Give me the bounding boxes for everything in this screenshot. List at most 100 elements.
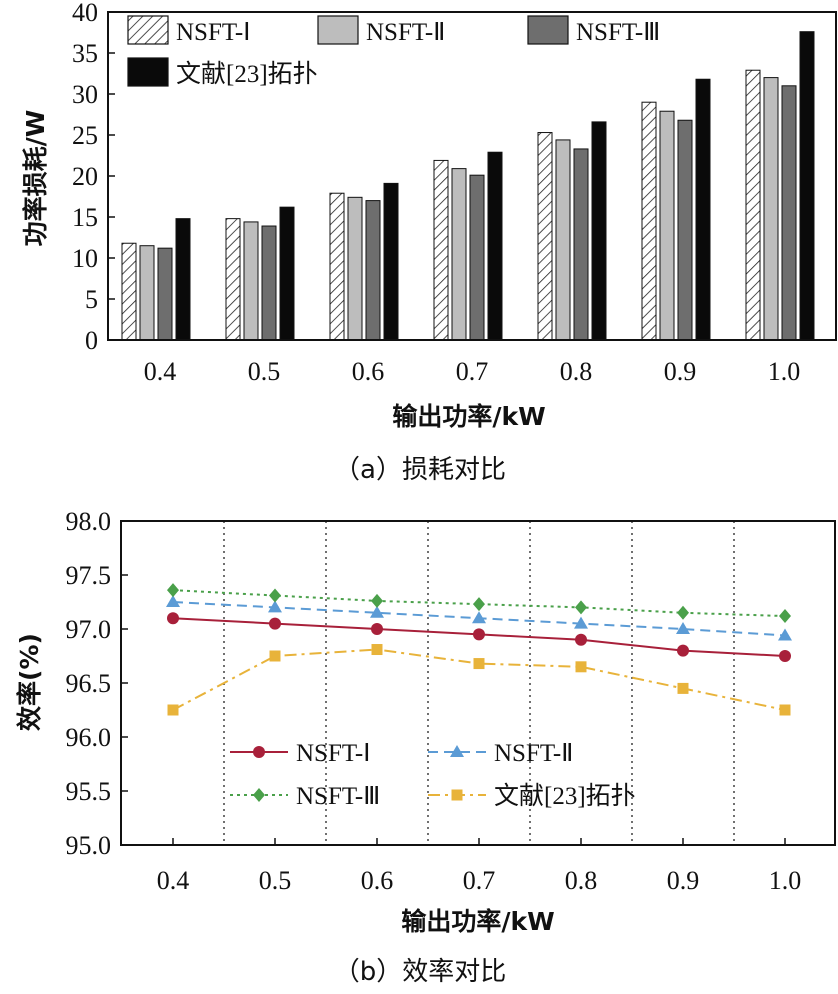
bar-x-tick-label: 0.5 [248,357,281,386]
line-point-nsft-1.0 [778,628,792,641]
line-point-nsft-0.6 [370,605,384,618]
bar-nsft-0.9 [677,119,693,341]
bar-legend-swatch [317,15,359,45]
line-point-nsft-0.7 [472,611,486,624]
bar-23-0.5 [279,206,295,341]
line-point-nsft-0.4 [167,612,179,625]
line-legend-item-1: NSFT-Ⅰ [230,740,371,767]
line-x-tick-label: 0.4 [157,866,190,895]
bar-y-axis-label: 功率损耗/W [21,110,50,247]
line-point-nsft-1.0 [779,609,791,624]
bar-y-tick-label: 30 [72,80,98,109]
line-x-tick-label: 0.8 [565,866,598,895]
bar-23-0.4 [175,218,191,341]
line-point-nsft-0.5 [269,617,281,630]
line-y-tick-label: 98.0 [66,507,112,536]
line-point-nsft-0.7 [473,597,485,612]
bar-legend-label: NSFT-Ⅱ [366,19,445,46]
line-legend-label: 文献[23]拓扑 [494,782,636,810]
bar-nsft-0.8 [537,132,553,341]
bar-plot-frame [107,11,837,341]
bar-legend-label: NSFT-Ⅲ [576,19,660,46]
line-legend-label: NSFT-Ⅱ [494,740,573,767]
line-legend-label: NSFT-Ⅲ [296,783,380,810]
bar-legend-swatch [127,57,169,87]
line-y-tick-label: 97.5 [66,561,112,590]
bar-nsft-1.0 [781,85,797,341]
bar-nsft-0.6 [347,196,363,341]
line-x-ticks: 0.4 0.5 0.6 0.7 0.8 0.9 1.0 [157,838,802,895]
line-point-nsft-0.8 [575,600,587,615]
bar-x-tick-label: 0.7 [456,357,489,386]
line-point-nsft-0.6 [371,593,383,608]
bar-nsft-1.0 [763,77,779,341]
bar-y-tick-label: 0 [85,326,98,355]
line-point-23-0.9 [677,682,689,694]
bar-nsft-0.4 [121,242,137,341]
line-x-tick-label: 1.0 [769,866,802,895]
bar-legend: NSFT-Ⅰ NSFT-Ⅱ NSFT-Ⅲ 文献[23]拓扑 [127,15,660,88]
bar-legend-label: 文献[23]拓扑 [176,60,318,88]
line-series-nsft [166,595,792,641]
bar-nsft-0.7 [451,168,467,341]
bar-legend-item-2: NSFT-Ⅱ [317,15,445,46]
bar-y-tick-label: 20 [72,162,98,191]
line-legend-marker [253,746,265,758]
bar-y-tick-label: 15 [72,203,98,232]
line-caption: （b）效率对比 [334,957,507,987]
bar-x-tick-label: 0.4 [144,357,177,386]
bar-nsft-0.9 [641,101,657,341]
line-point-nsft-0.5 [268,600,282,613]
bar-x-tick-label: 0.8 [560,357,593,386]
line-y-tick-label: 96.5 [66,669,112,698]
bar-nsft-1.0 [745,69,761,341]
bar-y-tick-label: 35 [72,39,98,68]
line-chart: 95.095.596.096.597.097.598.0 0.4 0.5 0.6 0.… [15,507,836,987]
line-point-nsft-0.5 [269,588,281,603]
line-series [166,583,792,716]
line-legend-marker [451,789,463,801]
bar-x-axis-label: 输出功率/kW [392,402,545,431]
line-y-ticks: 95.0 95.5 96.0 96.5 97.0 97.5 98.0 [66,507,128,860]
line-x-axis-label: 输出功率/kW [401,907,554,936]
bar-23-0.8 [591,121,607,341]
bar-nsft-0.5 [261,225,277,341]
bar-23-0.6 [383,182,399,341]
line-point-23-0.6 [371,644,383,656]
line-point-nsft-1.0 [779,650,791,662]
bar-nsft-0.5 [243,221,259,341]
bar-y-tick-label: 5 [85,285,98,314]
line-legend-marker [450,745,464,757]
bar-series [121,31,815,341]
line-series-nsft [167,583,791,624]
line-point-23-0.5 [269,650,281,662]
line-series-23 [167,644,791,716]
bar-y-tick-label: 10 [72,244,98,273]
bar-nsft-0.7 [433,159,449,341]
line-legend-item-4: 文献[23]拓扑 [428,782,636,810]
bar-legend-swatch [127,15,169,45]
bar-nsft-0.9 [659,110,675,341]
line-point-nsft-0.8 [574,616,588,629]
line-point-nsft-0.9 [677,605,689,620]
line-legend: NSFT-Ⅰ NSFT-Ⅱ NSFT-Ⅲ 文献[23]拓扑 [230,740,636,810]
line-y-tick-label: 95.5 [66,777,112,806]
line-x-tick-label: 0.6 [361,866,394,895]
line-point-nsft-0.8 [575,633,587,646]
bar-nsft-0.7 [469,174,485,341]
bar-x-tick-label: 1.0 [768,357,801,386]
bar-nsft-0.5 [225,218,241,341]
line-point-nsft-0.7 [473,628,485,641]
line-point-23-0.8 [575,661,587,673]
bar-x-ticks: 0.4 0.5 0.6 0.7 0.8 0.9 1.0 [144,357,801,386]
line-point-23-1.0 [779,704,791,716]
bar-23-0.9 [695,78,711,341]
line-point-nsft-0.6 [371,623,383,635]
line-series-nsft [167,612,791,662]
bar-nsft-0.6 [365,200,381,341]
line-legend-label: NSFT-Ⅰ [296,740,371,767]
bar-legend-item-1: NSFT-Ⅰ [127,15,251,46]
line-plot-frame [120,520,836,846]
bar-nsft-0.8 [573,148,589,341]
line-point-nsft-0.9 [676,622,690,634]
